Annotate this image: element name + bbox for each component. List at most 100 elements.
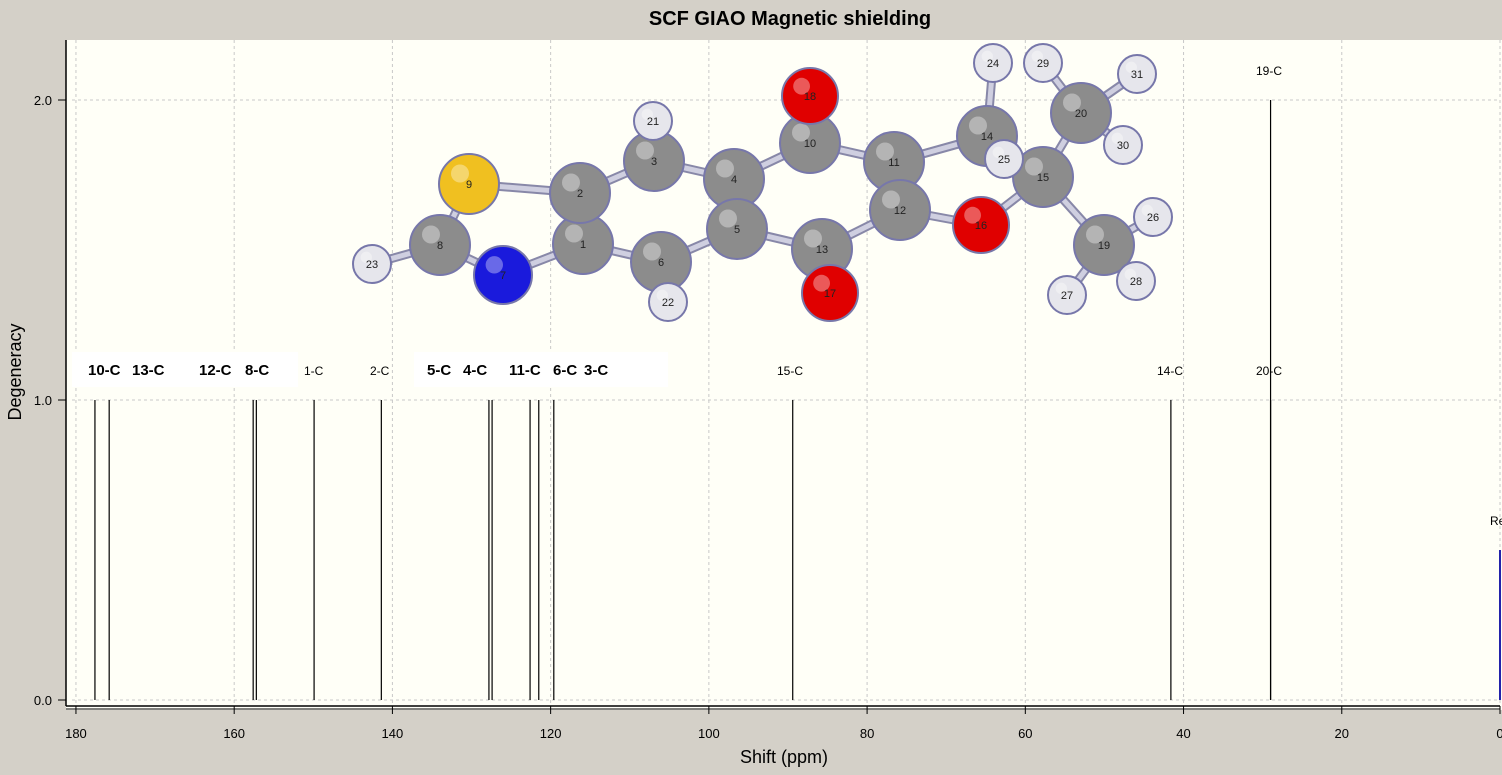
chart-title: SCF GIAO Magnetic shielding	[649, 8, 931, 30]
x-tick-label: 40	[1176, 726, 1190, 741]
carbon-atom	[1050, 82, 1112, 144]
atom-label: 14	[981, 131, 993, 143]
atom-label: 18	[804, 91, 816, 103]
atom-shine	[876, 142, 894, 161]
carbon-atom	[869, 179, 931, 241]
peak-label: 6-C	[553, 362, 577, 379]
atom-shine	[964, 206, 981, 224]
atom-label: 30	[1117, 140, 1129, 152]
carbon-atom	[1073, 214, 1135, 276]
atom-shine	[1055, 282, 1068, 295]
peak-label: 15-C	[777, 364, 803, 378]
atom-label: 5	[734, 224, 740, 236]
x-axis-label: Shift (ppm)	[740, 747, 828, 767]
hydrogen-atom	[352, 244, 392, 284]
peak-label: 1-C	[304, 364, 324, 378]
hydrogen-atom	[648, 282, 688, 322]
nitrogen-atom	[473, 245, 533, 305]
atom-label: 19	[1098, 240, 1110, 252]
atom-label: 31	[1131, 69, 1143, 81]
peak-label: 8-C	[245, 362, 269, 379]
atom-shine	[981, 50, 993, 63]
atom-shine	[882, 190, 900, 209]
hydrogen-atom	[633, 101, 673, 141]
atom-label: 25	[998, 154, 1010, 166]
atom-label: 22	[662, 297, 674, 309]
y-tick-label: 2.0	[34, 93, 52, 108]
x-tick-label: 180	[65, 726, 87, 741]
atom-shine	[656, 289, 668, 302]
label-box	[414, 352, 668, 387]
hydrogen-atom	[1103, 125, 1143, 165]
hydrogen-atom	[1133, 197, 1173, 237]
atom-shine	[1124, 268, 1137, 281]
y-tick-label: 0.0	[34, 693, 52, 708]
x-tick-label: 140	[382, 726, 404, 741]
atom-shine	[641, 108, 653, 121]
atom-shine	[451, 164, 469, 183]
atom-shine	[1141, 204, 1154, 217]
atom-label: 8	[437, 240, 443, 252]
atom-shine	[1025, 157, 1043, 176]
x-tick-label: 20	[1335, 726, 1349, 741]
atom-label: 17	[824, 288, 836, 300]
atom-shine	[636, 141, 654, 160]
atom-shine	[485, 256, 503, 274]
oxygen-atom	[781, 67, 839, 125]
peak-label: 11-C	[509, 362, 541, 379]
peak-label: 19-C	[1256, 64, 1282, 78]
x-tick-label: 60	[1018, 726, 1032, 741]
atom-shine	[565, 224, 583, 243]
hydrogen-atom	[984, 139, 1024, 179]
hydrogen-atom	[973, 43, 1013, 83]
atom-label: 2	[577, 188, 583, 200]
hydrogen-atom	[1116, 261, 1156, 301]
molecule-image: 1234567891011121314151617181920212223242…	[352, 43, 1173, 322]
atom-label: 24	[987, 58, 999, 70]
x-tick-label: 80	[860, 726, 874, 741]
atom-label: 6	[658, 257, 664, 269]
oxygen-atom	[952, 196, 1010, 254]
atom-shine	[1031, 50, 1044, 63]
atom-label: 27	[1061, 290, 1073, 302]
atom-label: 16	[975, 220, 987, 232]
axes: 180 160 140 120 100 80 60 40 20 00.01.02.0	[34, 40, 1502, 741]
carbon-atom	[706, 198, 768, 260]
carbon-atom	[1012, 146, 1074, 208]
atom-label: 9	[466, 179, 472, 191]
peak-label: 10-C	[88, 362, 121, 379]
atom-shine	[1086, 225, 1104, 244]
peak-label: Re	[1490, 514, 1502, 528]
atom-shine	[792, 123, 810, 142]
x-tick-label: 120	[540, 726, 562, 741]
x-tick-label: 0	[1496, 726, 1502, 741]
atom-label: 4	[731, 174, 737, 186]
atom-shine	[1125, 61, 1138, 74]
sulfur-atom	[438, 153, 500, 215]
atom-label: 13	[816, 244, 828, 256]
atom-shine	[562, 173, 580, 192]
peak-label: 2-C	[370, 364, 390, 378]
x-tick-label: 100	[698, 726, 720, 741]
atom-label: 28	[1130, 276, 1142, 288]
peak-lines: 10-C 13-C 12-C 8-C 1-C 2-C 5-C 4-C 11-C 6-C 3-C 15-…	[72, 64, 1502, 700]
atom-shine	[643, 242, 661, 261]
atom-label: 11	[888, 157, 899, 169]
atom-shine	[793, 77, 810, 95]
atom-shine	[360, 251, 372, 264]
peak-label: 14-C	[1157, 364, 1183, 378]
atom-shine	[1111, 132, 1124, 145]
atom-shine	[992, 146, 1004, 159]
atom-label: 20	[1075, 108, 1087, 120]
atom-label: 1	[580, 239, 586, 251]
atom-label: 23	[366, 259, 378, 271]
peak-label: 20-C	[1256, 364, 1282, 378]
oxygen-atom	[801, 264, 859, 322]
peak-label: 3-C	[584, 362, 608, 379]
atom-label: 3	[651, 156, 657, 168]
atom-shine	[969, 116, 987, 135]
label-box	[72, 352, 298, 387]
y-axis-label: Degeneracy	[5, 323, 25, 420]
